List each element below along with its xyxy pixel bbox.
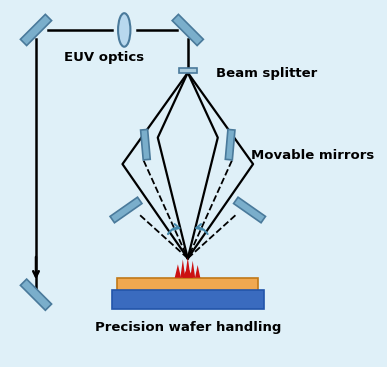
FancyBboxPatch shape xyxy=(117,278,259,291)
Polygon shape xyxy=(21,14,51,46)
Text: EUV optics: EUV optics xyxy=(64,51,144,64)
Text: Movable mirrors: Movable mirrors xyxy=(251,149,375,162)
Polygon shape xyxy=(179,68,197,73)
Polygon shape xyxy=(195,265,200,278)
Ellipse shape xyxy=(118,13,130,47)
Polygon shape xyxy=(183,267,193,278)
Polygon shape xyxy=(21,279,51,310)
Text: Precision wafer handling: Precision wafer handling xyxy=(94,321,281,334)
Polygon shape xyxy=(185,257,191,278)
Polygon shape xyxy=(190,261,195,278)
Polygon shape xyxy=(234,197,265,223)
Polygon shape xyxy=(225,130,235,160)
FancyBboxPatch shape xyxy=(112,290,264,309)
Polygon shape xyxy=(110,197,142,223)
Text: Beam splitter: Beam splitter xyxy=(216,67,317,80)
Polygon shape xyxy=(180,259,185,278)
Polygon shape xyxy=(175,264,181,278)
Polygon shape xyxy=(140,130,150,160)
Polygon shape xyxy=(172,14,204,46)
